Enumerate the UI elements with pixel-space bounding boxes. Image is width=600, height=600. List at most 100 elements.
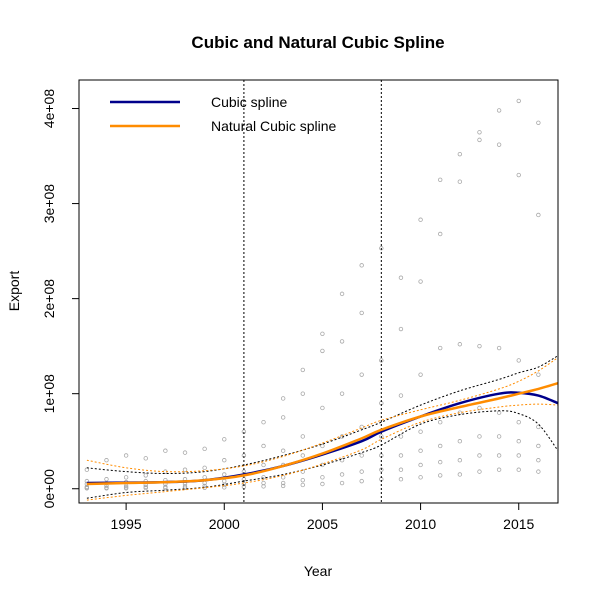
data-point xyxy=(280,480,286,486)
data-point xyxy=(300,469,305,474)
data-point xyxy=(300,482,305,488)
data-point xyxy=(438,177,443,183)
data-point xyxy=(379,434,384,439)
data-point xyxy=(457,458,463,463)
data-point xyxy=(104,458,109,463)
data-point xyxy=(359,469,364,474)
data-point xyxy=(163,448,168,453)
data-point xyxy=(261,443,266,449)
data-point xyxy=(477,434,482,439)
data-point xyxy=(300,391,305,396)
data-point xyxy=(496,345,502,351)
data-point xyxy=(320,331,325,336)
y-tick-label: 0e+00 xyxy=(41,469,57,509)
data-point xyxy=(222,478,227,484)
data-point xyxy=(320,443,325,449)
data-point xyxy=(222,458,227,463)
data-point xyxy=(261,484,266,489)
data-point xyxy=(182,450,188,455)
data-point xyxy=(438,443,443,449)
data-point xyxy=(123,486,129,491)
y-tick-label: 1e+08 xyxy=(41,374,57,414)
y-tick-label: 3e+08 xyxy=(41,184,57,224)
data-point xyxy=(516,172,521,178)
data-point xyxy=(418,279,423,284)
data-point xyxy=(163,485,168,491)
x-axis-label: Year xyxy=(304,563,333,579)
data-point xyxy=(261,462,266,468)
data-point xyxy=(320,481,325,487)
data-point xyxy=(300,477,305,483)
data-point xyxy=(104,486,109,491)
plot-frame xyxy=(78,79,559,504)
legend: Cubic spline Natural Cubic spline xyxy=(110,94,336,134)
y-axis: 0e+00 1e+08 2e+08 3e+08 4e+08 xyxy=(41,89,79,509)
data-point xyxy=(536,120,541,125)
data-point xyxy=(84,478,90,484)
data-point xyxy=(418,462,423,468)
data-point xyxy=(398,393,404,398)
scatter-points xyxy=(84,98,541,491)
data-point xyxy=(496,453,502,458)
data-point xyxy=(536,443,541,449)
data-point xyxy=(123,453,129,458)
data-point xyxy=(202,446,207,452)
data-point xyxy=(379,358,384,363)
data-point xyxy=(536,372,541,377)
data-point xyxy=(516,453,521,458)
data-point xyxy=(222,437,227,442)
data-point xyxy=(477,453,482,458)
data-point xyxy=(496,142,502,147)
data-point xyxy=(339,480,345,486)
data-point xyxy=(536,469,541,474)
x-tick-label: 2010 xyxy=(405,516,436,532)
data-point xyxy=(84,486,90,491)
data-point xyxy=(359,478,364,484)
data-point xyxy=(202,475,207,480)
legend-label: Cubic spline xyxy=(211,94,287,110)
y-tick-label: 4e+08 xyxy=(41,89,57,129)
upper-band-natural xyxy=(86,357,559,473)
data-point xyxy=(438,420,443,425)
data-point xyxy=(438,231,443,237)
data-point xyxy=(261,475,266,480)
data-point xyxy=(418,448,423,453)
data-point xyxy=(261,420,266,425)
data-point xyxy=(516,439,521,444)
data-point xyxy=(496,434,502,439)
data-point xyxy=(536,458,541,463)
data-point xyxy=(398,453,404,458)
data-point xyxy=(496,467,502,472)
data-point xyxy=(280,448,286,453)
upper-band-cubic xyxy=(86,355,559,475)
confidence-bands xyxy=(86,355,559,501)
data-point xyxy=(457,151,463,157)
data-point xyxy=(320,475,325,480)
data-point xyxy=(398,467,404,472)
data-point xyxy=(477,469,482,474)
data-point xyxy=(182,484,188,489)
data-point xyxy=(398,434,404,439)
data-point xyxy=(516,420,521,425)
data-point xyxy=(379,467,384,472)
data-point xyxy=(143,456,148,461)
spline-lines xyxy=(86,382,559,486)
data-point xyxy=(143,473,148,478)
data-point xyxy=(320,348,325,354)
data-point xyxy=(418,372,423,377)
data-point xyxy=(143,485,148,491)
data-point xyxy=(418,429,423,434)
data-point xyxy=(457,472,463,477)
data-point xyxy=(359,263,364,268)
data-point xyxy=(280,483,286,489)
data-point xyxy=(496,108,502,113)
data-point xyxy=(202,483,207,489)
data-point xyxy=(182,467,188,472)
data-point xyxy=(339,391,345,396)
data-point xyxy=(477,130,482,135)
natural-spline-line xyxy=(86,382,559,486)
data-point xyxy=(123,475,129,480)
chart-title: Cubic and Natural Cubic Spline xyxy=(191,33,444,52)
data-point xyxy=(438,473,443,478)
data-point xyxy=(300,453,305,458)
